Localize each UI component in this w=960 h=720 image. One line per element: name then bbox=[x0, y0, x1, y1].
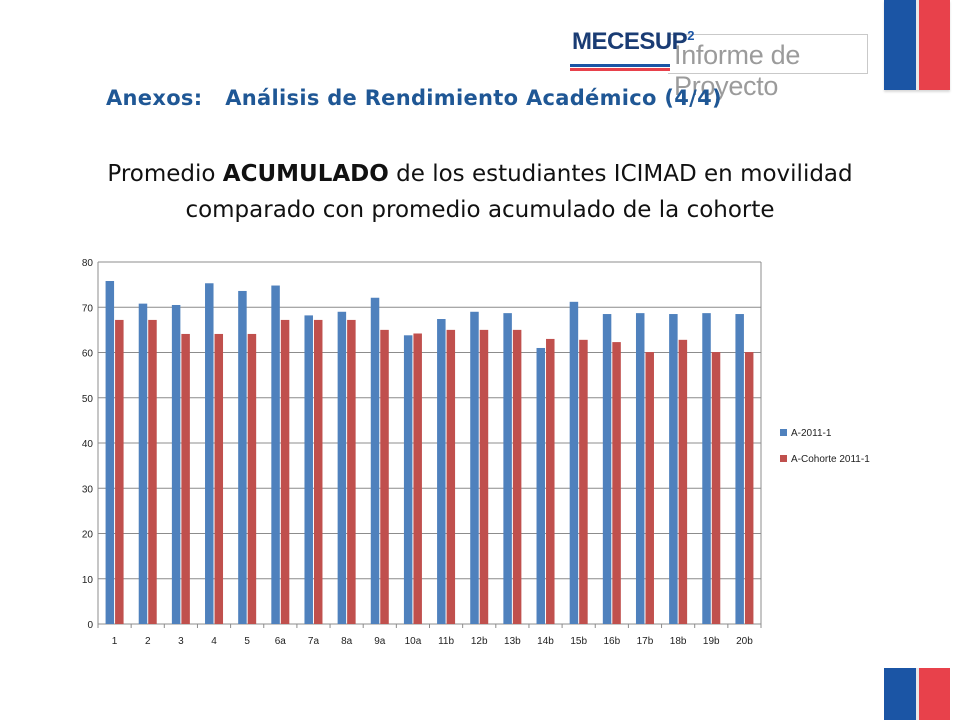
x-tick-label: 9a bbox=[374, 636, 386, 647]
legend-swatch bbox=[780, 429, 787, 436]
bar-cohorte-2011-1 bbox=[678, 339, 688, 624]
logo-superscript: 2 bbox=[687, 28, 694, 43]
x-tick-label: 13b bbox=[504, 636, 521, 647]
x-tick-label: 14b bbox=[537, 636, 554, 647]
bar-cohorte-2011-1 bbox=[579, 339, 588, 624]
bar-cohorte-2011-1 bbox=[148, 319, 157, 624]
bar-cohorte-2011-1 bbox=[413, 333, 422, 624]
x-tick-label: 6a bbox=[275, 636, 287, 647]
legend-label: A-2011-1 bbox=[791, 428, 832, 439]
bar-cohorte-2011-1 bbox=[645, 352, 654, 624]
x-tick-label: 3 bbox=[178, 636, 184, 647]
x-tick-label: 19b bbox=[703, 636, 720, 647]
bar-a-2011-1 bbox=[105, 281, 115, 624]
subtitle-line2: comparado con promedio acumulado de la c… bbox=[185, 197, 775, 223]
bar-cohorte-2011-1 bbox=[347, 319, 356, 624]
bar-cohorte-2011-1 bbox=[181, 333, 190, 624]
bar-cohorte-2011-1 bbox=[512, 329, 522, 624]
y-tick-label: 10 bbox=[82, 575, 94, 586]
x-tick-label: 16b bbox=[603, 636, 620, 647]
x-tick-label: 1 bbox=[112, 636, 118, 647]
x-tick-label: 15b bbox=[570, 636, 587, 647]
flag-top-right bbox=[884, 0, 950, 90]
section-title: Anexos: Análisis de Rendimiento Académic… bbox=[106, 86, 722, 110]
bar-a-2011-1 bbox=[437, 319, 446, 624]
logo-sub-text: Informe de Proyecto bbox=[674, 40, 801, 101]
x-tick-label: 8a bbox=[341, 636, 353, 647]
bar-a-2011-1 bbox=[205, 283, 214, 624]
x-tick-label: 7a bbox=[308, 636, 320, 647]
subtitle-suffix: de los estudiantes ICIMAD en movilidad bbox=[388, 161, 853, 187]
bar-cohorte-2011-1 bbox=[479, 329, 489, 624]
bar-a-2011-1 bbox=[602, 314, 612, 624]
bar-a-2011-1 bbox=[138, 303, 148, 624]
x-tick-label: 4 bbox=[211, 636, 217, 647]
y-tick-label: 40 bbox=[82, 439, 94, 450]
bar-cohorte-2011-1 bbox=[380, 329, 389, 624]
y-tick-label: 20 bbox=[82, 530, 94, 541]
bar-cohorte-2011-1 bbox=[115, 319, 124, 624]
bar-a-2011-1 bbox=[702, 313, 711, 624]
bar-cohorte-2011-1 bbox=[546, 338, 555, 624]
bar-a-2011-1 bbox=[669, 314, 678, 624]
x-tick-label: 20b bbox=[736, 636, 753, 647]
x-tick-label: 2 bbox=[145, 636, 151, 647]
y-tick-label: 0 bbox=[87, 620, 93, 631]
y-tick-label: 80 bbox=[82, 258, 94, 269]
bar-cohorte-2011-1 bbox=[280, 319, 290, 624]
x-tick-label: 12b bbox=[471, 636, 488, 647]
chart-subtitle: Promedio ACUMULADO de los estudiantes IC… bbox=[40, 156, 920, 228]
bar-a-2011-1 bbox=[503, 313, 512, 624]
x-tick-label: 11b bbox=[438, 636, 454, 647]
bar-a-2011-1 bbox=[569, 301, 579, 624]
legend-label: A-Cohorte 2011-1 bbox=[791, 454, 870, 465]
y-tick-label: 70 bbox=[82, 303, 94, 314]
logo-main-text: MECESUP bbox=[572, 28, 688, 55]
bar-a-2011-1 bbox=[536, 347, 546, 624]
bar-a-2011-1 bbox=[238, 290, 247, 624]
bar-a-2011-1 bbox=[171, 304, 181, 624]
flag-bottom-right bbox=[884, 668, 950, 720]
mecesup-logo: MECESUP2 Informe de Proyecto bbox=[568, 20, 870, 101]
bar-a-2011-1 bbox=[403, 335, 413, 624]
subtitle-prefix: Promedio bbox=[107, 161, 223, 187]
bar-cohorte-2011-1 bbox=[446, 329, 456, 624]
x-tick-label: 18b bbox=[670, 636, 687, 647]
bar-a-2011-1 bbox=[337, 311, 347, 624]
bar-a-2011-1 bbox=[635, 313, 645, 624]
bar-chart: 0 10 20 30 40 50 60 70 80 1 2 3 4 5 6a 7a 8a 9a 10a 11b 12b 1… bbox=[82, 258, 870, 647]
bar-a-2011-1 bbox=[470, 311, 479, 624]
bar-a-2011-1 bbox=[304, 315, 313, 624]
y-tick-label: 60 bbox=[82, 349, 94, 360]
legend-swatch bbox=[780, 455, 787, 462]
x-tick-label: 5 bbox=[244, 636, 250, 647]
x-tick-label: 17b bbox=[637, 636, 654, 647]
x-tick-label: 10a bbox=[405, 636, 422, 647]
subtitle-bold: ACUMULADO bbox=[222, 161, 389, 187]
y-tick-label: 30 bbox=[82, 484, 94, 495]
bar-cohorte-2011-1 bbox=[744, 352, 754, 624]
y-tick-label: 50 bbox=[82, 394, 94, 405]
bar-cohorte-2011-1 bbox=[711, 352, 721, 624]
bar-cohorte-2011-1 bbox=[247, 333, 257, 624]
bar-cohorte-2011-1 bbox=[214, 333, 224, 624]
bar-a-2011-1 bbox=[370, 297, 380, 624]
bar-a-2011-1 bbox=[735, 314, 744, 624]
bar-cohorte-2011-1 bbox=[612, 342, 621, 624]
bar-a-2011-1 bbox=[271, 285, 280, 624]
bar-cohorte-2011-1 bbox=[313, 319, 323, 624]
